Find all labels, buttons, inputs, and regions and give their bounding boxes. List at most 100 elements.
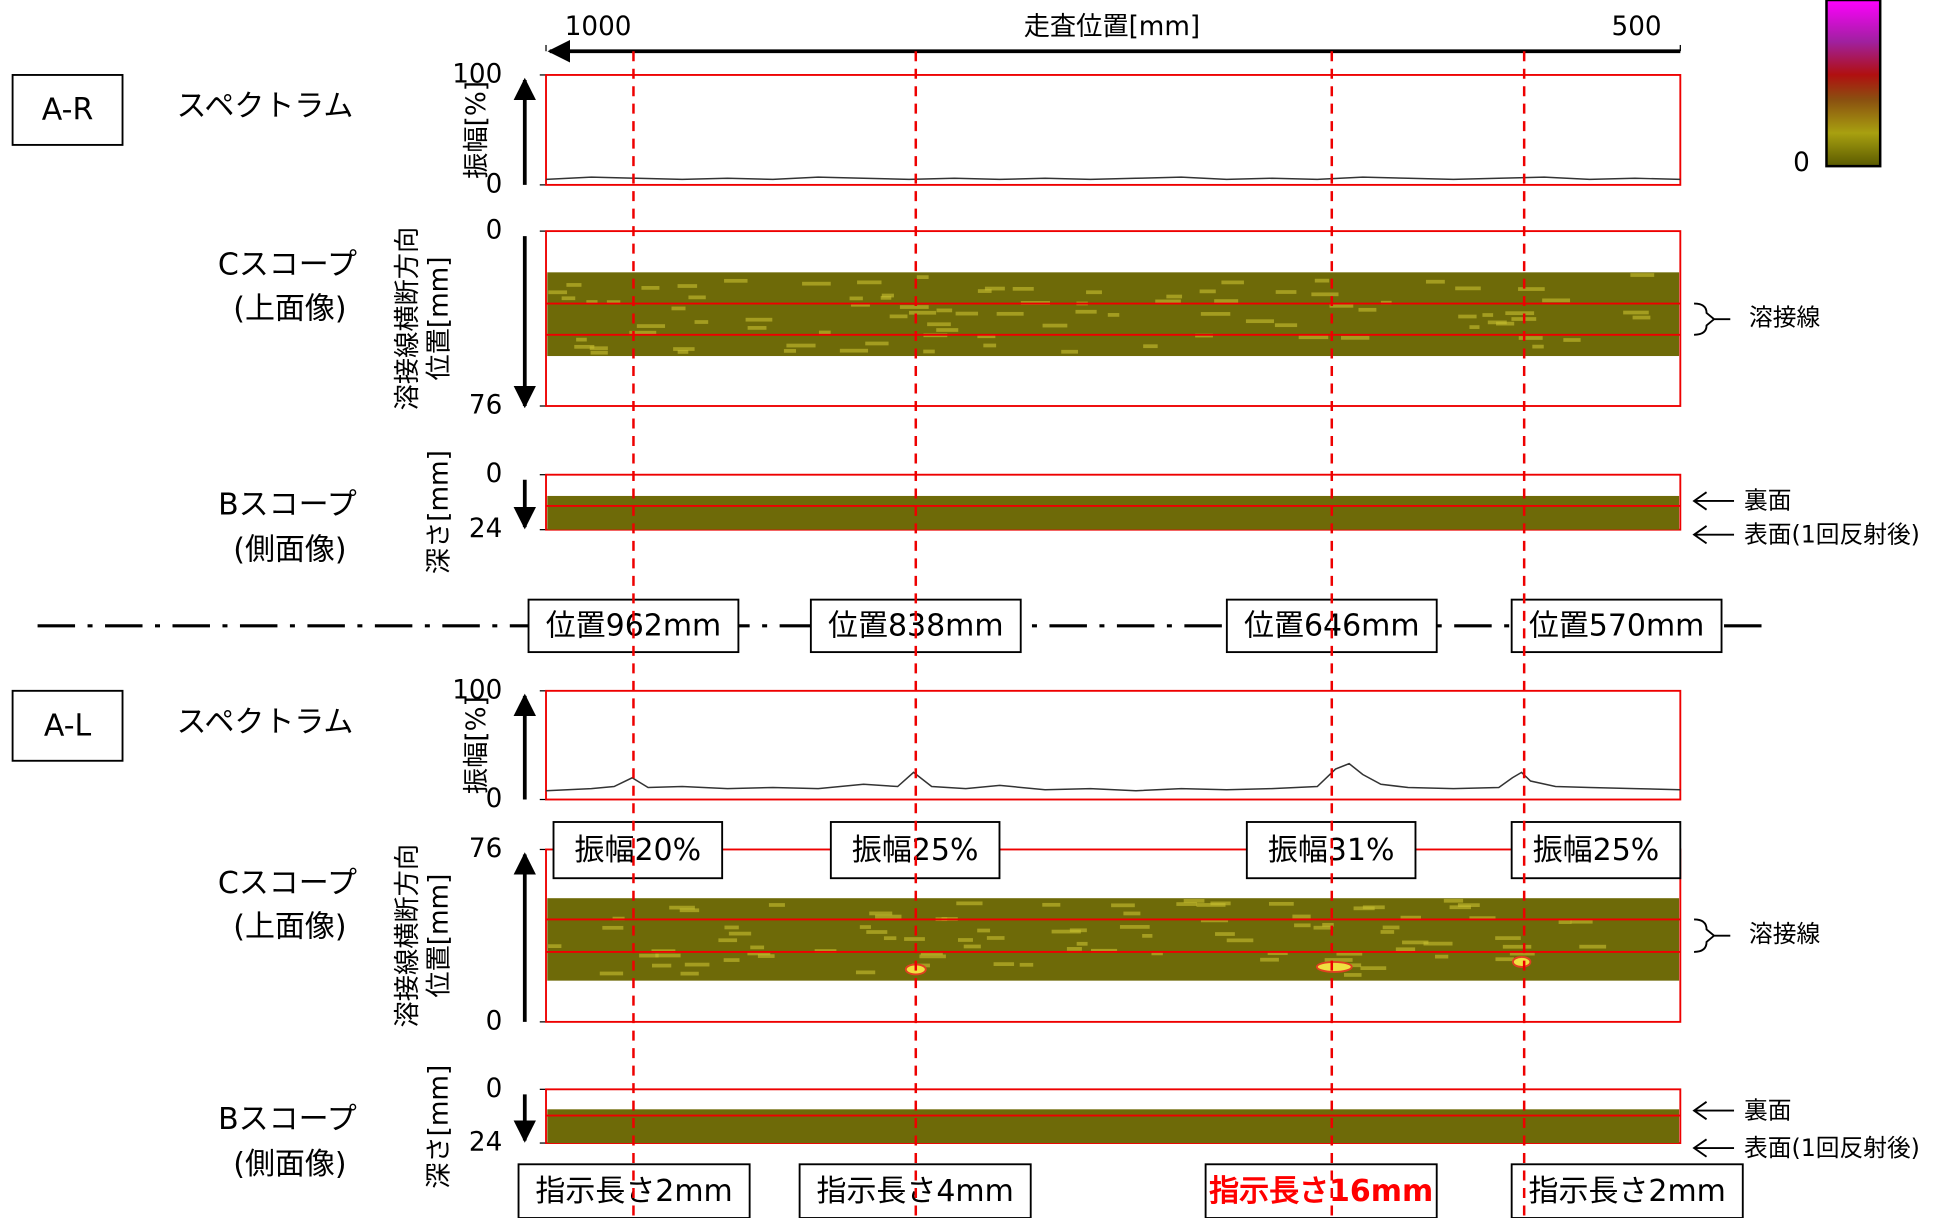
- heatmap-speck: [977, 928, 991, 933]
- heatmap-speck: [1274, 323, 1298, 328]
- section-id-box: [11, 689, 124, 762]
- scan-axis-label: 走査位置[mm]: [1024, 12, 1200, 42]
- heatmap-speck: [680, 971, 699, 976]
- annotation-arrow: [1692, 525, 1735, 545]
- heatmap-speck: [1066, 947, 1082, 951]
- heatmap-speck: [880, 295, 892, 300]
- heatmap-speck: [1336, 951, 1363, 956]
- heatmap-speck: [1042, 902, 1061, 907]
- heatmap-speck: [904, 937, 925, 941]
- heatmap-speck: [548, 290, 568, 295]
- y-tick-label: 24: [469, 1128, 502, 1158]
- colorbar-label: 0: [1793, 148, 1810, 178]
- heatmap-speck: [1069, 928, 1087, 933]
- spectrum-panel: [545, 689, 1682, 801]
- heatmap-speck: [849, 296, 863, 301]
- heatmap-speck: [652, 963, 672, 968]
- heatmap-speck: [688, 295, 706, 300]
- heatmap-speck: [1200, 312, 1231, 316]
- heatmap-speck: [684, 962, 710, 967]
- heatmap-speck: [1558, 920, 1572, 924]
- heatmap-speck: [673, 347, 695, 351]
- heatmap-speck: [1311, 292, 1339, 297]
- y-axis-label: 位置[mm]: [424, 257, 454, 381]
- heatmap-speck: [818, 330, 831, 335]
- section-id: A-R: [42, 93, 93, 128]
- heatmap-speck: [677, 350, 689, 354]
- heatmap-speck: [1143, 344, 1158, 349]
- bscope-image: [547, 1109, 1680, 1144]
- heatmap-speck: [1183, 899, 1205, 903]
- heatmap-speck: [576, 337, 587, 342]
- heatmap-speck: [916, 275, 929, 279]
- heatmap-speck: [1329, 303, 1354, 308]
- heatmap-speck: [1482, 313, 1494, 317]
- heatmap-speck: [996, 311, 1024, 316]
- panel-title: Cスコープ: [218, 866, 357, 901]
- heatmap-speck: [984, 286, 1005, 291]
- heatmap-speck: [783, 349, 797, 353]
- heatmap-speck: [724, 925, 739, 930]
- heatmap-speck: [1313, 925, 1331, 930]
- heatmap-speck: [1221, 280, 1244, 285]
- heatmap-hotspot: [1315, 960, 1353, 973]
- y-axis-label: 位置[mm]: [424, 874, 454, 998]
- heatmap-speck: [1314, 278, 1330, 283]
- length-label: 指示長さ16mm: [1209, 1174, 1433, 1209]
- heatmap-speck: [586, 300, 598, 304]
- panel-title: スペクトラム: [177, 705, 354, 740]
- heatmap-speck: [1292, 914, 1311, 919]
- brace: [1694, 302, 1731, 336]
- amplitude-label-box: [1510, 821, 1682, 880]
- heatmap-speck: [1542, 298, 1571, 303]
- amplitude-label-box: [1245, 821, 1417, 880]
- panel-title: スペクトラム: [177, 89, 354, 124]
- heatmap-speck: [599, 971, 624, 976]
- heatmap-speck: [750, 945, 765, 950]
- heatmap-speck: [1495, 936, 1521, 940]
- spectrum-line: [545, 176, 1681, 181]
- y-tick-label: 76: [469, 391, 502, 421]
- heatmap-speck: [936, 328, 959, 332]
- heatmap-speck: [1630, 273, 1655, 277]
- heatmap-speck: [956, 901, 983, 906]
- heatmap-speck: [986, 936, 1005, 940]
- heatmap-speck: [718, 938, 738, 943]
- heatmap-speck: [1215, 932, 1235, 936]
- y-axis-label: 溶接線横断方向: [393, 227, 423, 411]
- heatmap-speck: [1166, 294, 1183, 299]
- heatmap-speck: [548, 944, 562, 949]
- heatmap-speck: [851, 302, 870, 307]
- heatmap-speck: [1012, 286, 1034, 291]
- heatmap-speck: [1324, 958, 1353, 962]
- heatmap-speck: [1469, 916, 1496, 921]
- amplitude-label: 振幅20%: [575, 833, 702, 868]
- heatmap-speck: [1267, 951, 1288, 956]
- y-tick-label: 76: [469, 834, 502, 864]
- heatmap-speck: [802, 281, 831, 286]
- amplitude-label: 振幅25%: [1533, 833, 1660, 868]
- heatmap-speck: [1294, 923, 1311, 928]
- heatmap-speck: [1623, 310, 1649, 315]
- heatmap-speck: [865, 341, 889, 346]
- heatmap-speck: [671, 306, 686, 311]
- heatmap-speck: [875, 914, 902, 919]
- heatmap-speck: [1400, 915, 1422, 920]
- panel-title: (上面像): [233, 910, 346, 945]
- heatmap-speck: [899, 305, 929, 309]
- annotation: 溶接線: [1749, 304, 1820, 332]
- panel-title: Bスコープ: [218, 1102, 357, 1137]
- heatmap-speck: [859, 925, 871, 929]
- annotation-arrow: [1692, 491, 1735, 511]
- y-tick-label: 24: [469, 514, 502, 544]
- heatmap-speck: [920, 951, 943, 956]
- heatmap-speck: [1502, 944, 1532, 949]
- heatmap-speck: [1298, 335, 1329, 340]
- heatmap-speck: [1075, 309, 1097, 314]
- annotation: 裏面: [1744, 1096, 1791, 1124]
- heatmap-speck: [1042, 323, 1068, 328]
- heatmap-speck: [1395, 947, 1416, 952]
- y-tick-label: 0: [486, 1006, 503, 1036]
- heatmap-speck: [881, 293, 894, 298]
- heatmap-speck: [606, 300, 621, 305]
